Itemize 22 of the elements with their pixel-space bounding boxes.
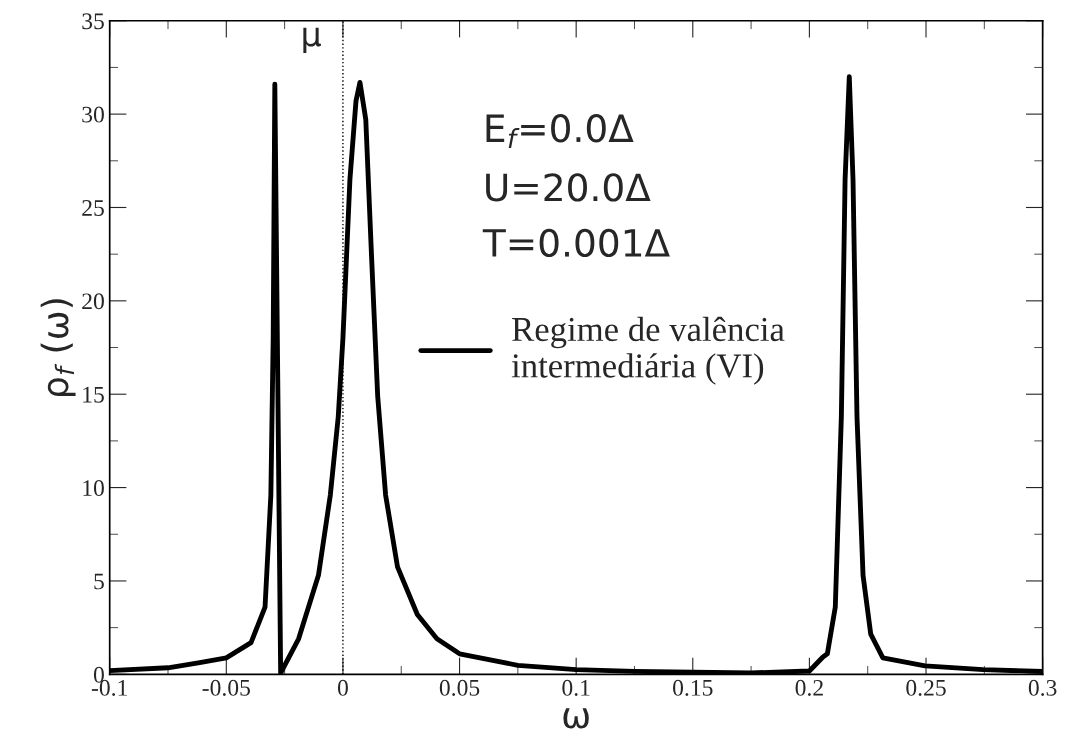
y-tick-label: 30 [82,106,104,123]
y-tick-label: 25 [82,200,104,216]
y-tick-label: 20 [82,293,104,310]
x-tick-label: -0.05 [202,679,250,696]
annotation: E$_{f}$=0.0Δ [486,114,634,149]
x-tick-label: 0.25 [906,679,946,696]
y-axis-title: ρ$_{f}$ (ω) [40,299,76,396]
y-tick-label: 10 [83,480,104,496]
x-tick-label: 0.1 [562,679,590,696]
y-tick-label: 5 [94,573,104,590]
x-tick-label: 0.05 [439,679,480,696]
x-tick-label: 0 [337,679,348,696]
x-tick-label: 0.15 [673,679,713,696]
y-tick-label: 35 [82,13,104,30]
x-tick-label: 0.2 [795,679,823,696]
y-tick-label: 15 [83,386,104,403]
annotation: T=0.001Δ [482,228,670,258]
x-tick-label: 0.3 [1028,679,1057,696]
ref-line-label: μ [303,27,321,54]
x-axis-title: ω [563,708,589,729]
annotation: U=20.0Δ [486,173,651,202]
legend-label: Regime de valência intermediária (VI) [511,316,785,385]
